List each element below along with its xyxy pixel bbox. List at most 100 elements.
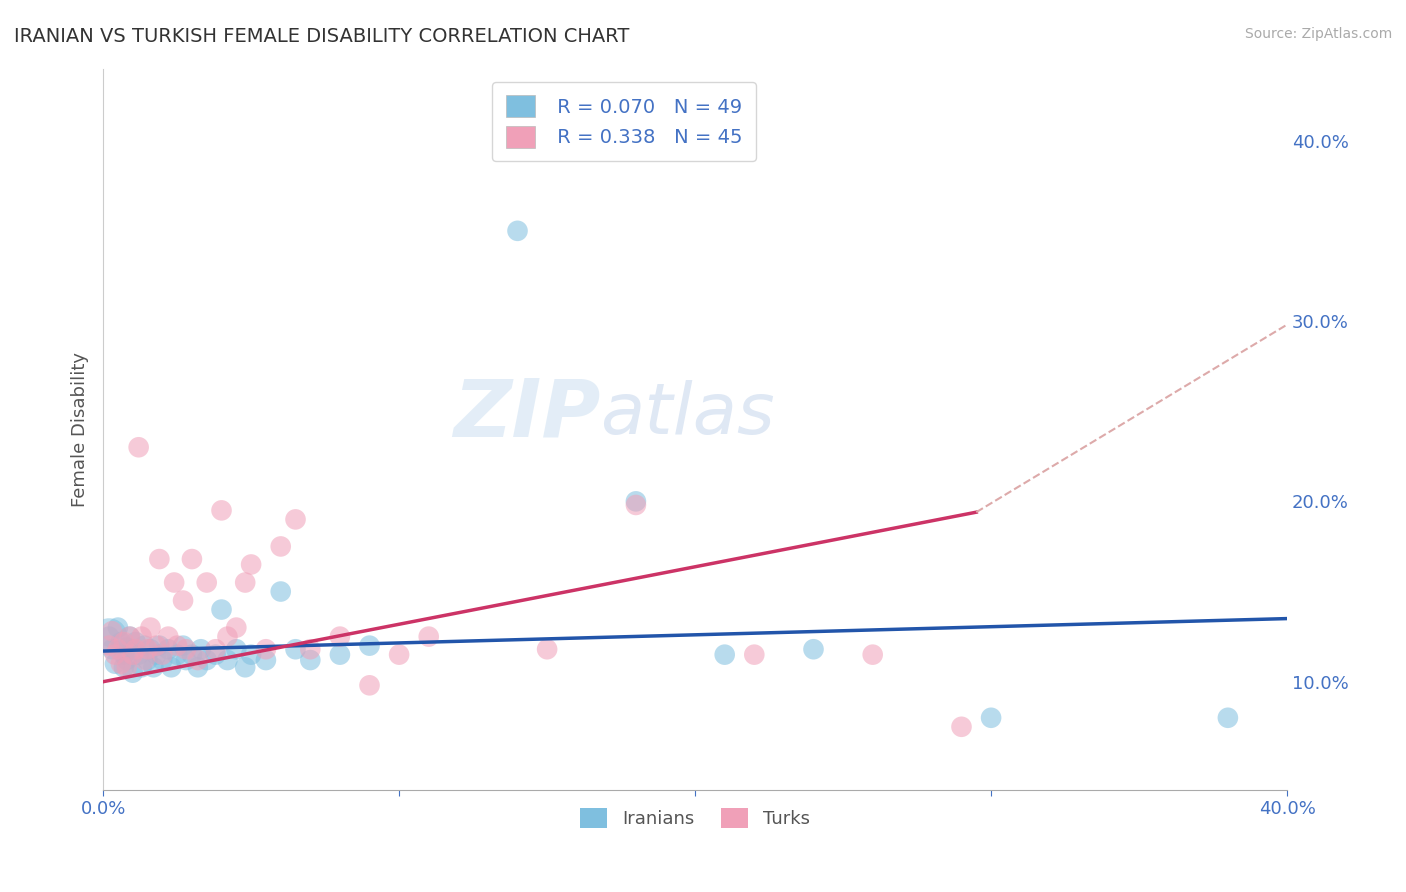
Point [107, 621, 129, 635]
Point [107, 642, 129, 657]
Point [166, 648, 188, 662]
Point [157, 630, 180, 644]
Point [624, 494, 647, 508]
Point [128, 440, 150, 454]
Point [163, 575, 186, 590]
Point [329, 630, 352, 644]
Point [131, 630, 153, 644]
Text: ZIP: ZIP [453, 376, 600, 454]
Point [150, 653, 173, 667]
Point [112, 635, 135, 649]
Point [217, 630, 239, 644]
Point [118, 630, 141, 644]
Point [254, 653, 277, 667]
Point [172, 639, 194, 653]
Legend: Iranians, Turks: Iranians, Turks [574, 801, 817, 835]
Point [148, 552, 170, 566]
Point [121, 665, 143, 680]
Point [359, 678, 381, 692]
Point [125, 635, 148, 649]
Point [145, 648, 167, 662]
Point [125, 642, 148, 657]
Point [233, 660, 256, 674]
Point [150, 648, 173, 662]
Point [536, 642, 558, 657]
Text: Source: ZipAtlas.com: Source: ZipAtlas.com [1244, 27, 1392, 41]
Point [145, 639, 167, 653]
Point [950, 720, 973, 734]
Point [139, 621, 162, 635]
Point [142, 660, 165, 674]
Point [136, 642, 159, 657]
Point [134, 639, 156, 653]
Point [233, 575, 256, 590]
Point [299, 642, 322, 657]
Point [110, 657, 132, 671]
Text: IRANIAN VS TURKISH FEMALE DISABILITY CORRELATION CHART: IRANIAN VS TURKISH FEMALE DISABILITY COR… [14, 27, 630, 45]
Point [136, 653, 159, 667]
Point [160, 660, 183, 674]
Text: atlas: atlas [600, 380, 775, 450]
Point [104, 648, 127, 662]
Point [101, 624, 124, 639]
Point [172, 593, 194, 607]
Point [270, 584, 292, 599]
Point [195, 653, 218, 667]
Point [713, 648, 735, 662]
Point [157, 642, 180, 657]
Point [284, 512, 307, 526]
Point [98, 639, 121, 653]
Point [506, 224, 529, 238]
Point [418, 630, 440, 644]
Point [174, 653, 197, 667]
Point [217, 653, 239, 667]
Point [254, 642, 277, 657]
Point [225, 621, 247, 635]
Point [1216, 711, 1239, 725]
Point [112, 660, 135, 674]
Point [110, 635, 132, 649]
Point [187, 653, 209, 667]
Point [187, 660, 209, 674]
Point [204, 648, 226, 662]
Point [115, 640, 138, 655]
Point [270, 540, 292, 554]
Point [211, 503, 233, 517]
Point [148, 639, 170, 653]
Point [181, 552, 204, 566]
Point [131, 660, 153, 674]
Point [174, 642, 197, 657]
Point [240, 648, 263, 662]
Y-axis label: Female Disability: Female Disability [72, 351, 89, 507]
Point [388, 648, 411, 662]
Point [195, 575, 218, 590]
Point [862, 648, 884, 662]
Point [299, 653, 322, 667]
Point [112, 648, 135, 662]
Point [624, 498, 647, 512]
Point [225, 642, 247, 657]
Point [211, 602, 233, 616]
Point [118, 630, 141, 644]
Point [181, 648, 204, 662]
Point [98, 630, 121, 644]
Point [240, 558, 263, 572]
Point [166, 639, 188, 653]
Point [204, 642, 226, 657]
Point [115, 660, 138, 674]
Point [121, 648, 143, 662]
Point [742, 648, 765, 662]
Point [121, 642, 143, 657]
Point [139, 642, 162, 657]
Point [134, 653, 156, 667]
Point [128, 648, 150, 662]
Point [329, 648, 352, 662]
Point [980, 711, 1002, 725]
Point [190, 642, 212, 657]
Point [115, 653, 138, 667]
Point [803, 642, 825, 657]
Point [98, 630, 121, 644]
Point [284, 642, 307, 657]
Point [359, 639, 381, 653]
Point [101, 642, 124, 657]
